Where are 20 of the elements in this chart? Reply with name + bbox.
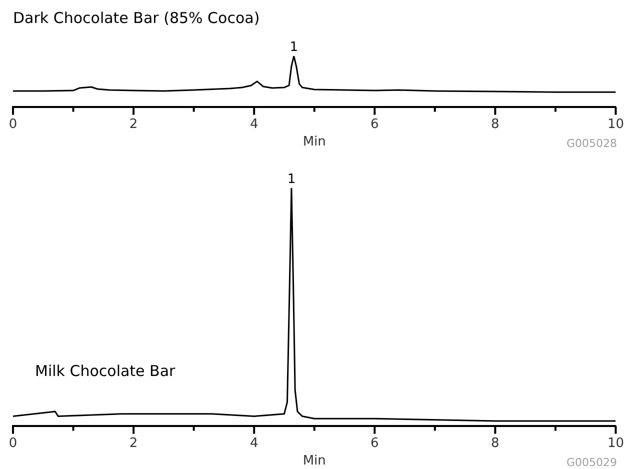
x-tick-label: 8 <box>491 436 500 451</box>
x-tick-label: 0 <box>8 436 18 451</box>
x-tick-label: 0 <box>8 116 18 132</box>
x-axis-title: Min <box>302 454 326 469</box>
x-axis-title: Min <box>302 134 326 150</box>
x-tick-label: 6 <box>370 116 379 132</box>
x-tick-label: 2 <box>129 116 138 132</box>
x-tick-label: 4 <box>250 116 258 132</box>
x-tick-label: 2 <box>129 436 138 451</box>
text: G005028 <box>566 137 617 150</box>
annotation: 1 <box>287 172 296 187</box>
x-tick-label: 8 <box>491 116 500 132</box>
annotation: 1 <box>290 40 298 55</box>
x-tick-label: 6 <box>370 436 379 451</box>
x-tick-label: 4 <box>250 436 258 451</box>
chart-title: Dark Chocolate Bar (85% Cocoa) <box>13 8 260 27</box>
text: G005029 <box>566 456 617 469</box>
x-tick-label: 10 <box>607 116 624 132</box>
text: Milk Chocolate Bar <box>35 362 176 380</box>
x-tick-label: 10 <box>607 436 624 451</box>
